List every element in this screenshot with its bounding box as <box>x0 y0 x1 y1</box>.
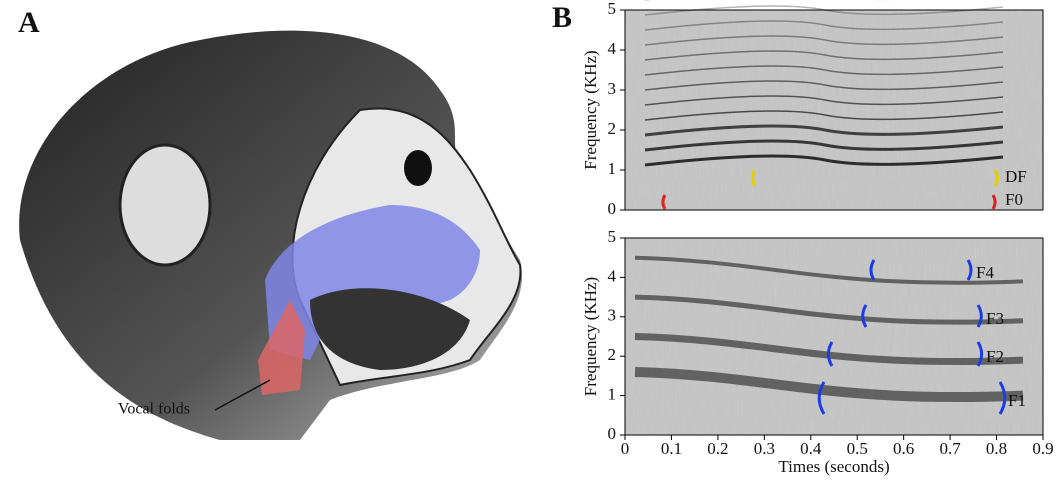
formant-label: F0 <box>1005 190 1023 209</box>
y-tick-label: 1 <box>608 159 617 178</box>
y-tick-label: 3 <box>608 79 617 98</box>
bracket <box>751 169 757 187</box>
x-tick-label: 0.6 <box>893 439 914 458</box>
x-tick-label: 0.3 <box>754 439 775 458</box>
y-axis-label: Frequency (KHz) <box>581 50 600 169</box>
bracket <box>993 169 999 187</box>
x-tick-label: 0.4 <box>800 439 822 458</box>
formant-label: F2 <box>986 347 1004 366</box>
x-tick-label: 0 <box>621 439 630 458</box>
panel-label: B <box>552 1 572 34</box>
y-tick-label: 4 <box>608 266 617 285</box>
formant-label: DF <box>1005 167 1027 186</box>
annotation: Vocal folds <box>118 401 190 418</box>
harmonic <box>644 124 1004 137</box>
harmonic <box>644 65 1004 76</box>
y-tick-label: 5 <box>608 227 617 246</box>
x-tick-label: 0.5 <box>847 439 868 458</box>
annotation-line <box>214 379 271 411</box>
plot-frame <box>624 237 1044 436</box>
bracket <box>817 381 826 415</box>
y-tick-label: 2 <box>608 345 617 364</box>
x-tick-label: 0.8 <box>986 439 1007 458</box>
spectrograms: 0 1 2 3 4 5 Frequency (KHz) DF F0 0 1 2 3 4 5 Frequency… <box>581 0 1054 476</box>
formant-label: F3 <box>986 309 1004 328</box>
bracket <box>976 341 984 367</box>
harmonic <box>644 139 1004 152</box>
bracket <box>661 194 667 210</box>
formant-band <box>634 294 1024 325</box>
y-tick-label: 0 <box>608 199 617 218</box>
y-axis-label: Frequency (KHz) <box>581 277 600 396</box>
y-tick-label: 2 <box>608 119 617 138</box>
x-tick-label: 0.7 <box>939 439 961 458</box>
bracket <box>966 259 973 281</box>
harmonic <box>644 20 1004 31</box>
harmonic <box>644 80 1004 91</box>
vocal-folds-region <box>258 300 305 395</box>
x-tick-label: 0.9 <box>1032 439 1053 458</box>
y-tick-label: 3 <box>608 306 617 325</box>
harmonic <box>644 154 1004 167</box>
y-tick-label: 4 <box>608 39 617 58</box>
formant-label: F4 <box>976 263 994 282</box>
y-tick-label: 5 <box>608 0 617 18</box>
formant-band <box>634 255 1024 285</box>
bracket <box>826 341 834 367</box>
harmonic <box>644 95 1004 106</box>
ear <box>118 143 212 267</box>
y-tick-label: 1 <box>608 385 617 404</box>
plot-frame <box>624 9 1044 211</box>
x-tick-label: 0.1 <box>661 439 682 458</box>
bracket <box>998 381 1007 415</box>
panel-label: A <box>18 6 40 39</box>
harmonic <box>644 50 1004 61</box>
x-axis-label: Times (seconds) <box>778 457 889 476</box>
x-tick-label: 0.2 <box>707 439 728 458</box>
bracket <box>976 304 983 328</box>
harmonic <box>644 110 1004 121</box>
bracket <box>861 304 868 328</box>
eye <box>404 150 432 186</box>
formant-band <box>634 366 1024 402</box>
formant-band <box>634 333 1024 365</box>
harmonic <box>644 35 1004 46</box>
tongue <box>310 288 470 370</box>
spectrogram-noise <box>625 10 1043 210</box>
y-tick-label: 0 <box>608 424 617 443</box>
monkey-illustration <box>19 30 522 441</box>
formant-label: F1 <box>1008 391 1026 410</box>
bracket <box>991 194 997 210</box>
bracket <box>869 259 876 281</box>
